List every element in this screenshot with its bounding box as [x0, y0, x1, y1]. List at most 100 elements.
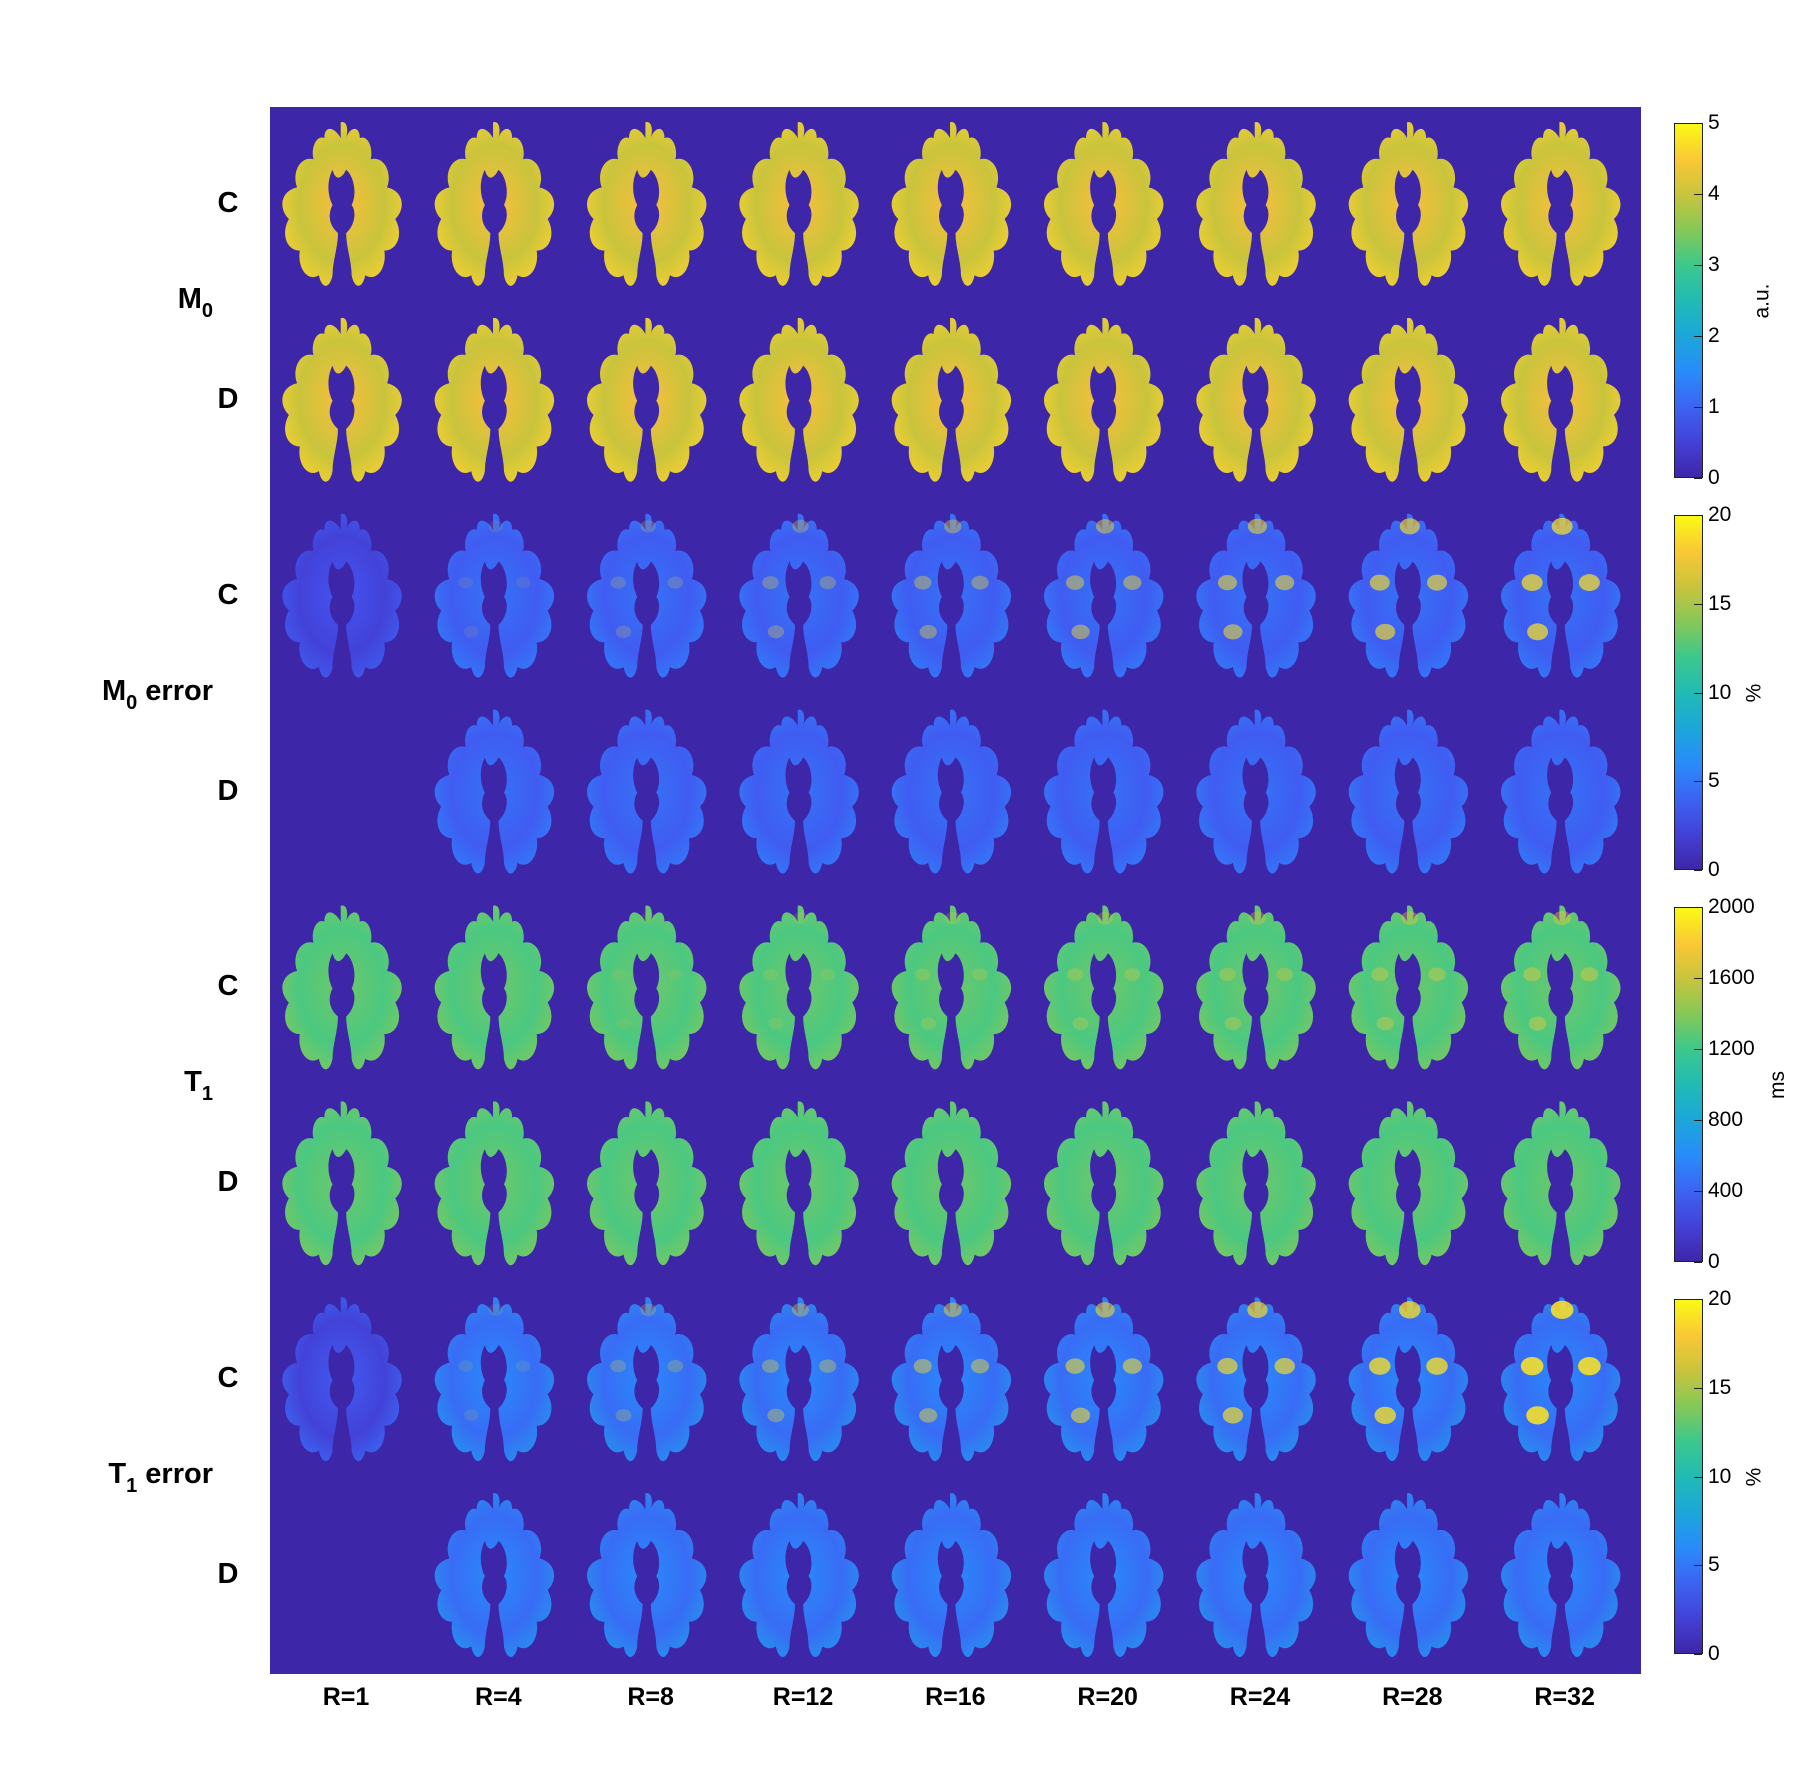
brain-map — [587, 1101, 707, 1266]
colorbar-tick-label: 400 — [1708, 1179, 1744, 1202]
brain-map — [1196, 1297, 1316, 1462]
group-label: T1 — [184, 1066, 213, 1106]
row-label: D — [217, 1166, 239, 1199]
brain-map — [1196, 1101, 1316, 1266]
brain-map — [1196, 1493, 1316, 1657]
image-grid — [282, 122, 1621, 1657]
brain-map — [739, 1101, 859, 1266]
colorbar-tick-mark — [1694, 1299, 1702, 1300]
row-label: D — [217, 774, 239, 807]
colorbar-unit-label: % — [1742, 683, 1766, 702]
colorbar-tick-label: 2000 — [1708, 895, 1755, 918]
colorbar-tick-mark — [1694, 1565, 1702, 1567]
colorbar-tick-mark — [1694, 265, 1702, 266]
colorbar-unit-label: ms — [1766, 1070, 1789, 1099]
brain-map — [1196, 317, 1316, 482]
brain-map — [1044, 1493, 1164, 1657]
colorbar-tick-mark — [1694, 907, 1702, 908]
colorbar-tick-mark — [1694, 123, 1702, 124]
brain-map — [1501, 905, 1621, 1070]
brain-map — [434, 1297, 555, 1462]
colorbar-tick-label: 10 — [1708, 1464, 1732, 1488]
group-label: T1 error — [108, 1458, 213, 1498]
colorbar-tick-label: 0 — [1708, 1250, 1720, 1273]
brain-map — [891, 317, 1012, 482]
brain-map — [1044, 513, 1164, 678]
colorbar-tick-label: 5 — [1708, 769, 1720, 793]
colorbar-tick-mark — [1694, 1262, 1702, 1263]
colorbar-tick-mark — [1694, 1049, 1702, 1050]
brain-map — [1196, 122, 1316, 286]
brain-map — [434, 513, 555, 678]
brain-map — [891, 1493, 1012, 1657]
brain-map — [1501, 1297, 1621, 1462]
group-label: M0 — [177, 282, 213, 322]
brain-map — [1196, 513, 1316, 678]
brain-map — [739, 1297, 859, 1462]
colorbar-tick-label: 1200 — [1708, 1037, 1755, 1060]
colorbar-tick-label: 3 — [1708, 253, 1720, 276]
column-label: R=4 — [475, 1683, 522, 1711]
colorbar-tick-mark — [1694, 781, 1702, 783]
brain-map — [1348, 709, 1469, 874]
row-label: C — [217, 1362, 239, 1395]
colorbar-tick-label: 800 — [1708, 1108, 1744, 1131]
brain-map — [891, 1101, 1012, 1266]
colorbar-tick-mark — [1694, 1120, 1702, 1121]
colorbar-tick-label: 0 — [1708, 466, 1720, 489]
brain-map — [739, 317, 859, 482]
brain-map — [1348, 317, 1469, 482]
colorbar-tick-mark — [1694, 870, 1702, 871]
colorbar-tick-mark — [1694, 1191, 1702, 1192]
row-label: D — [217, 382, 239, 415]
colorbar-tick-mark — [1694, 1476, 1702, 1478]
brain-map — [587, 905, 707, 1070]
brain-map — [282, 1101, 402, 1266]
colorbar-unit-label: a.u. — [1750, 282, 1774, 319]
row-label: D — [217, 1558, 239, 1591]
colorbar-tick-label: 0 — [1708, 858, 1720, 881]
colorbar-tick-label: 10 — [1708, 680, 1732, 704]
brain-map — [434, 905, 555, 1070]
colorbar-tick-label: 2 — [1708, 324, 1720, 347]
colorbar-tick-label: 4 — [1708, 182, 1720, 205]
brain-map — [1348, 1297, 1469, 1462]
brain-map — [1501, 513, 1621, 678]
brain-map — [1348, 1101, 1469, 1266]
colorbar-tick-mark — [1694, 407, 1702, 408]
brain-map — [434, 1493, 555, 1657]
brain-map — [891, 122, 1012, 286]
column-label: R=20 — [1077, 1683, 1138, 1711]
brain-map — [1501, 709, 1621, 874]
brain-map — [1348, 1493, 1469, 1657]
brain-map — [587, 122, 707, 286]
brain-map — [1501, 1493, 1621, 1657]
brain-map — [1044, 709, 1164, 874]
colorbar-tick-label: 1600 — [1708, 966, 1755, 989]
row-label: C — [217, 578, 239, 611]
column-label: R=16 — [925, 1683, 986, 1711]
colorbar-tick-label: 0 — [1708, 1642, 1720, 1665]
colorbar-tick-mark — [1694, 978, 1702, 979]
colorbar-tick-label: 15 — [1708, 1375, 1732, 1399]
brain-map — [739, 709, 859, 874]
column-label: R=32 — [1534, 1683, 1595, 1711]
colorbar-unit-label: % — [1742, 1467, 1766, 1486]
colorbar-tick-mark — [1694, 1387, 1702, 1389]
brain-map — [282, 905, 402, 1070]
column-label: R=28 — [1382, 1683, 1443, 1711]
colorbar-tick-mark — [1694, 692, 1702, 694]
brain-map — [587, 1493, 707, 1657]
brain-map — [891, 513, 1012, 678]
colorbar — [1674, 907, 1703, 1262]
brain-map — [282, 122, 402, 286]
colorbar-tick-label: 20 — [1708, 1287, 1732, 1310]
brain-map — [282, 1297, 402, 1462]
colorbar-tick-label: 5 — [1708, 1553, 1720, 1577]
brain-map — [1501, 317, 1621, 482]
brain-map — [1044, 317, 1164, 482]
brain-map — [434, 317, 555, 482]
brain-map — [739, 905, 859, 1070]
brain-map — [891, 905, 1012, 1070]
brain-map — [1196, 905, 1316, 1070]
